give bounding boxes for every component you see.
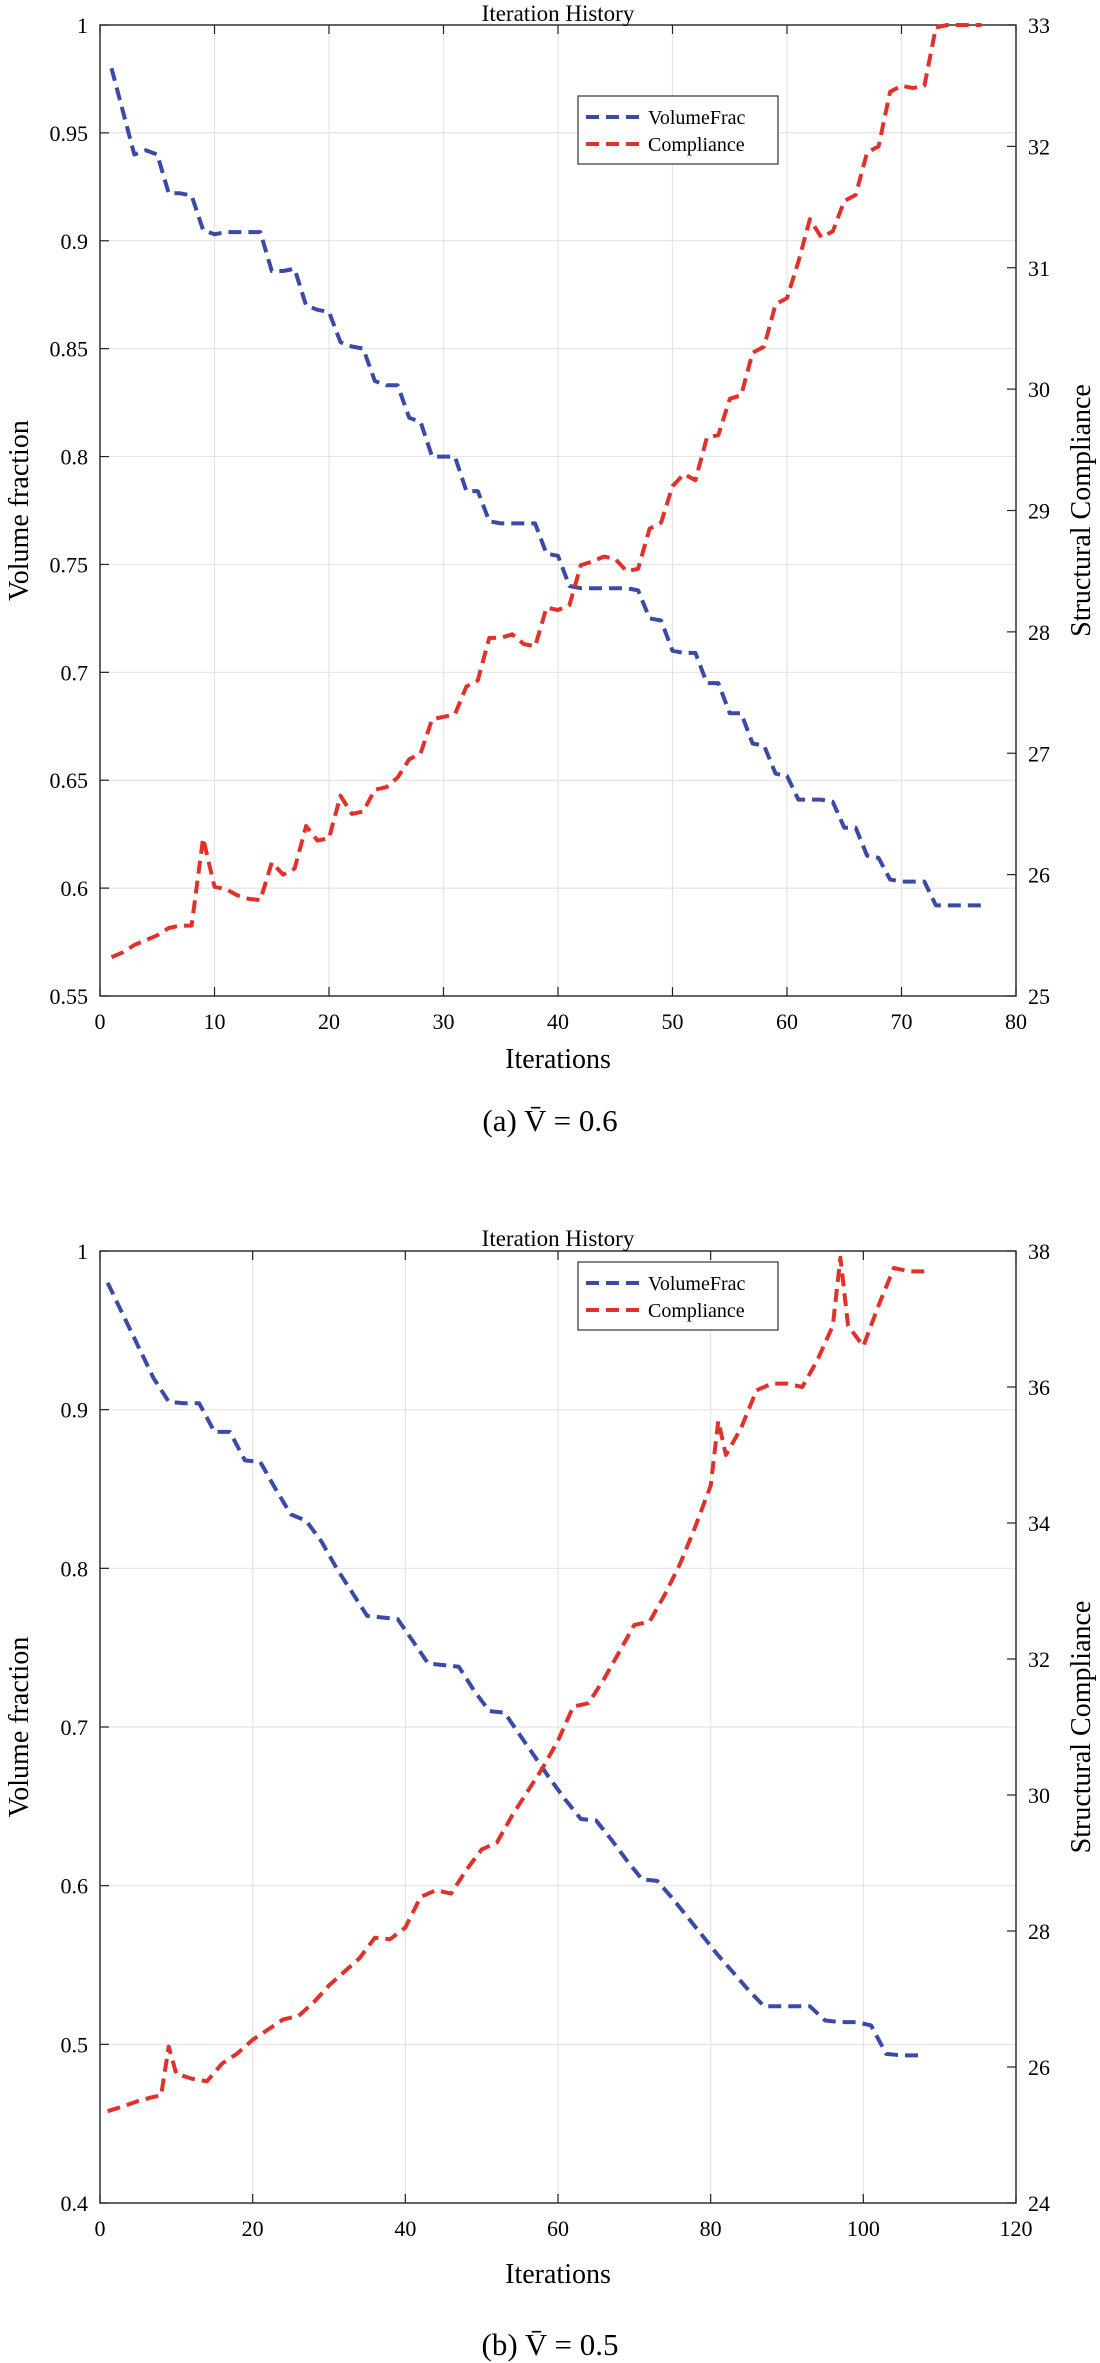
- chart1-y2-tick-label: 32: [1028, 134, 1050, 159]
- chart1-y-tick-label: 0.8: [61, 445, 89, 470]
- chart1-y-tick-label: 0.85: [50, 337, 89, 362]
- chart2-y-tick-label: 1: [77, 1239, 88, 1264]
- chart2-y-tick-label: 0.7: [61, 1715, 89, 1740]
- chart2-y2-tick-label: 30: [1028, 1783, 1050, 1808]
- chart1-x-tick-label: 70: [891, 1009, 913, 1034]
- chart2-series-volumefrac-line: [105, 1281, 925, 2058]
- chart1-x-tick-label: 20: [318, 1009, 340, 1034]
- chart2-legend-label-compliance: Compliance: [648, 1300, 745, 1322]
- caption-b: (b) V̄ = 0.5: [482, 2327, 619, 2362]
- chart1-x-tick-label: 30: [433, 1009, 455, 1034]
- chart2-x-tick-label: 80: [700, 2216, 722, 2241]
- chart1-y2-tick-label: 33: [1028, 13, 1050, 38]
- chart2-y-tick-label: 0.8: [61, 1556, 89, 1581]
- chart1-y-axis-label: Volume fraction: [4, 420, 35, 601]
- chart2-y-axis-label: Volume fraction: [4, 1637, 35, 1818]
- chart1-y-tick-label: 0.6: [61, 876, 89, 901]
- caption-a: (a) V̄ = 0.6: [482, 1103, 617, 1138]
- chart2-series-compliance-line: [107, 1255, 925, 2114]
- chart2-y2-tick-label: 34: [1028, 1511, 1050, 1536]
- chart1-x-tick-label: 60: [776, 1009, 798, 1034]
- chart1-title: Iteration History: [482, 1, 635, 26]
- chart1-x-tick-label: 0: [95, 1009, 106, 1034]
- chart1-y2-tick-label: 29: [1028, 499, 1050, 524]
- chart2-x-tick-label: 20: [242, 2216, 264, 2241]
- chart2-y2-tick-label: 26: [1028, 2055, 1050, 2080]
- chart1-y2-tick-label: 25: [1028, 984, 1050, 1009]
- chart1-y2-tick-label: 27: [1028, 741, 1050, 766]
- chart2-title: Iteration History: [482, 1226, 635, 1251]
- chart1-y-tick-label: 0.9: [61, 229, 89, 254]
- chart2-x-tick-label: 120: [1000, 2216, 1033, 2241]
- chart2-y-tick-label: 0.4: [61, 2191, 89, 2216]
- chart1-y2-tick-label: 30: [1028, 377, 1050, 402]
- chart1-x-tick-label: 80: [1005, 1009, 1027, 1034]
- chart1-x-tick-label: 10: [204, 1009, 226, 1034]
- chart1-series-compliance-line: [110, 23, 982, 960]
- chart2-y-tick-label: 0.9: [61, 1398, 89, 1423]
- chart2-x-tick-label: 40: [394, 2216, 416, 2241]
- chart1-y-tick-label: 0.95: [50, 121, 89, 146]
- chart1-legend-label-compliance: Compliance: [648, 134, 745, 156]
- chart1-group: 0 10 20 30 40 50 60 70 80 0.55 0.6 0.65 0.7 0.75 0.8 0.…: [4, 1, 1097, 1075]
- chart2-x-tick-label: 100: [847, 2216, 880, 2241]
- chart1-legend-label-volumefrac: VolumeFrac: [648, 107, 746, 129]
- chart2-y2-tick-label: 36: [1028, 1375, 1050, 1400]
- chart2-x-tick-label: 0: [95, 2216, 106, 2241]
- chart2-y-tick-label: 0.5: [61, 2032, 89, 2057]
- chart2-y2-tick-label: 32: [1028, 1647, 1050, 1672]
- chart2-x-axis-label: Iterations: [505, 2259, 611, 2290]
- chart2-legend-box: [577, 1261, 779, 1331]
- chart1-x-tick-label: 50: [662, 1009, 684, 1034]
- chart1-y-tick-label: 0.75: [50, 552, 89, 577]
- chart1-legend-box: [577, 95, 779, 165]
- chart1-x-axis-label: Iterations: [505, 1044, 611, 1075]
- chart1-y2-tick-label: 28: [1028, 620, 1050, 645]
- chart1-y2-tick-label: 26: [1028, 863, 1050, 888]
- chart2-y2-tick-label: 24: [1028, 2191, 1050, 2216]
- chart2-group: 0 20 40 60 80 100 120 0.4 0.5 0.6 0.7 0.8 0.9 1 24 26 28…: [4, 1226, 1097, 2290]
- chart2-y2-tick-label: 38: [1028, 1239, 1050, 1264]
- chart2-y2-tick-label: 28: [1028, 1919, 1050, 1944]
- chart1-y-tick-label: 0.55: [50, 984, 89, 1009]
- chart2-y-tick-label: 0.6: [61, 1874, 89, 1899]
- chart1-y-tick-label: 1: [77, 13, 88, 38]
- chart1-series-volumefrac-line: [109, 67, 982, 908]
- chart1-y-tick-label: 0.7: [61, 660, 89, 685]
- chart2-y2-axis-label: Structural Compliance: [1066, 1601, 1097, 1854]
- chart1-y2-axis-label: Structural Compliance: [1066, 384, 1097, 637]
- chart2-x-tick-label: 60: [547, 2216, 569, 2241]
- chart2-legend-label-volumefrac: VolumeFrac: [648, 1273, 746, 1295]
- chart1-x-tick-label: 40: [547, 1009, 569, 1034]
- chart1-y2-tick-label: 31: [1028, 256, 1050, 281]
- chart1-y-tick-label: 0.65: [50, 768, 89, 793]
